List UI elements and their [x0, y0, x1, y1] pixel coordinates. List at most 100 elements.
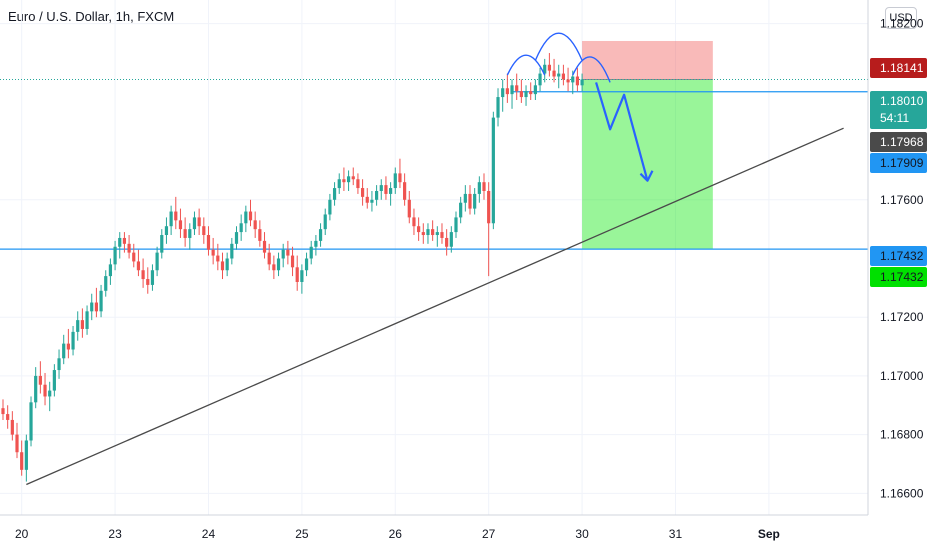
x-tick-label: 23 — [108, 527, 122, 541]
candle-body — [323, 214, 327, 230]
candle-body — [192, 217, 197, 230]
candle-body — [272, 264, 276, 271]
price-tags: 1.18141 1.18010 54:11 1.17968 1.17909 1.17432… — [870, 58, 927, 287]
candle-body — [34, 375, 38, 403]
price-tag[interactable] — [870, 91, 927, 129]
candle-body — [529, 91, 533, 95]
candle-body — [48, 390, 52, 397]
candle-body — [459, 202, 463, 218]
candle-body — [417, 226, 421, 233]
candle-body — [24, 440, 28, 470]
candle-body — [538, 73, 542, 86]
candle-body — [136, 261, 141, 271]
horizontal-levels — [0, 78, 868, 250]
price-tag[interactable] — [870, 246, 927, 266]
candles-group — [1, 53, 584, 482]
candle-body — [393, 173, 397, 189]
candle-body — [487, 190, 491, 224]
x-tick-label: 24 — [202, 527, 216, 541]
trendline-group — [26, 127, 844, 486]
candle-body — [286, 249, 290, 256]
x-tick-label: 20 — [15, 527, 29, 541]
candle-body — [575, 76, 580, 86]
candle-body — [290, 255, 295, 268]
candle-body — [6, 414, 10, 420]
candle-body — [571, 76, 575, 83]
axes-group: 1.18200 1.17600 1.17200 1.17000 1.16800 1.166… — [0, 0, 924, 541]
candle-body — [505, 88, 509, 95]
candle-body — [491, 117, 495, 224]
candle-body — [76, 320, 80, 332]
candle-body — [10, 419, 14, 435]
candle-body — [547, 64, 551, 71]
candle-body — [20, 452, 24, 470]
candle-body — [178, 220, 183, 230]
candle-body — [57, 358, 61, 371]
stop-loss-zone — [582, 40, 713, 80]
candle-body — [454, 217, 458, 233]
candle-body — [421, 232, 425, 236]
candle-body — [239, 223, 243, 233]
candle-body — [122, 237, 127, 244]
chart-title: Euro / U.S. Dollar, 1h, FXCM — [8, 9, 175, 24]
price-tag[interactable] — [870, 58, 927, 78]
currency-button[interactable]: USD — [885, 7, 917, 29]
candle-body — [108, 264, 113, 277]
projection-path — [595, 82, 649, 182]
countdown-label: 54:11 — [880, 111, 909, 125]
right-shoulder-arc — [572, 56, 611, 83]
x-tick-label: 25 — [295, 527, 309, 541]
candle-body — [533, 85, 537, 95]
candle-body — [482, 182, 486, 191]
candle-body — [309, 246, 313, 259]
price-tag[interactable] — [870, 267, 927, 287]
candle-body — [118, 237, 122, 247]
x-tick-label: 27 — [482, 527, 496, 541]
candle-body — [113, 246, 117, 265]
candle-body — [398, 173, 402, 183]
candle-body — [225, 258, 229, 271]
candle-body — [346, 176, 351, 183]
candle-body — [188, 229, 192, 238]
price-tag[interactable] — [870, 153, 927, 173]
drawings-group — [506, 32, 654, 182]
trendline — [26, 127, 844, 486]
candle-body — [160, 235, 164, 253]
candle-body — [379, 185, 383, 191]
candle-body — [519, 91, 523, 98]
candle-body — [426, 229, 430, 236]
candle-body — [94, 302, 98, 312]
candle-body — [141, 270, 145, 280]
candle-body — [356, 179, 360, 189]
candle-body — [463, 193, 467, 203]
candle-body — [38, 375, 42, 385]
candle-body — [328, 199, 332, 215]
candle-body — [543, 64, 547, 74]
candle-body — [496, 97, 500, 118]
candle-body — [351, 176, 355, 180]
candle-body — [337, 179, 341, 189]
candle-body — [29, 402, 33, 441]
candle-body — [295, 267, 299, 282]
candle-body — [197, 217, 201, 227]
candle-body — [403, 182, 407, 200]
candle-body — [473, 193, 477, 209]
price-tag-label: 1.17968 — [880, 135, 924, 149]
y-tick-label: 1.16600 — [880, 486, 924, 500]
candle-body — [552, 70, 556, 77]
projection-arrowhead — [639, 170, 654, 182]
candle-body — [304, 258, 309, 271]
candle-body — [127, 243, 131, 253]
candle-body — [262, 240, 267, 253]
candle-body — [234, 232, 239, 244]
candle-body — [510, 85, 514, 95]
candle-body — [66, 343, 70, 350]
price-tag[interactable] — [870, 132, 927, 152]
candle-body — [281, 249, 285, 259]
y-tick-label: 1.17000 — [880, 369, 924, 383]
price-tag-label: 1.17432 — [880, 249, 924, 263]
head-arc — [534, 32, 583, 61]
candle-body — [276, 258, 281, 271]
